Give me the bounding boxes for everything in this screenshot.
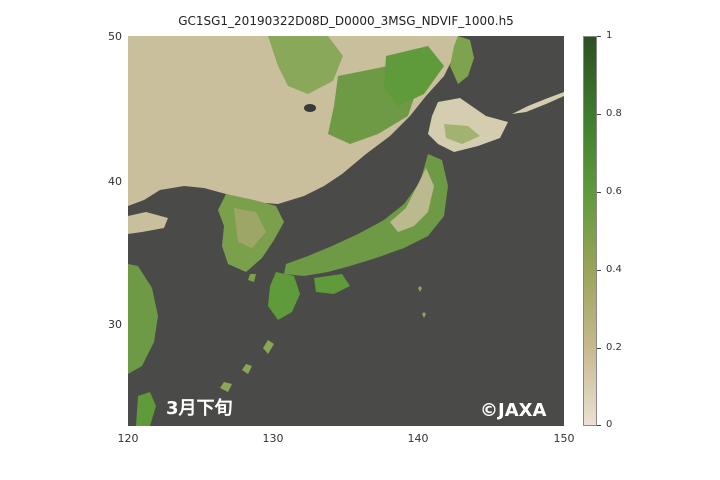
honshu [284, 154, 448, 276]
cb-tick-04: 0.4 [606, 264, 622, 275]
korea-dry [234, 208, 266, 248]
ryukyu-1 [263, 340, 274, 354]
cb-tick-06: 0.6 [606, 186, 622, 197]
cb-mark-08 [597, 114, 601, 115]
hokkaido-green [444, 124, 480, 144]
sakhalin [450, 36, 474, 84]
x-tick-130: 130 [262, 432, 284, 445]
ryukyu-3 [220, 382, 232, 392]
x-tick-140: 140 [407, 432, 429, 445]
cb-mark-04 [597, 270, 601, 271]
taiwan [136, 392, 156, 426]
izu-1 [418, 286, 422, 292]
cb-mark-1 [597, 36, 601, 37]
period-label: 3月下旬 [166, 398, 233, 419]
shikoku [314, 274, 350, 294]
cb-tick-08: 0.8 [606, 108, 622, 119]
copyright-label: ©JAXA [480, 400, 547, 421]
kyushu [268, 272, 300, 320]
cb-mark-06 [597, 192, 601, 193]
honshu-mountains [390, 168, 434, 232]
tsushima [248, 274, 256, 282]
cb-mark-02 [597, 348, 601, 349]
x-tick-150: 150 [553, 432, 575, 445]
izu-2 [422, 312, 426, 318]
x-tick-120: 120 [117, 432, 139, 445]
map-svg [128, 36, 564, 426]
cb-tick-0: 0 [606, 419, 613, 430]
y-tick-50: 50 [108, 30, 122, 43]
primorye-green [384, 46, 444, 106]
y-tick-40: 40 [108, 175, 122, 188]
ndvi-map [128, 36, 564, 426]
china-coast-south [128, 264, 158, 374]
greenbelt-north [268, 36, 343, 94]
cb-tick-02: 0.2 [606, 342, 622, 353]
cb-mark-0 [597, 425, 601, 426]
hokkaido [428, 98, 508, 152]
map-title: GC1SG1_20190322D08D_D0000_3MSG_NDVIF_100… [178, 14, 514, 28]
y-tick-30: 30 [108, 318, 122, 331]
cb-tick-1: 1 [606, 30, 613, 41]
ndvi-colorbar [583, 36, 597, 426]
shandong [128, 212, 168, 234]
ryukyu-2 [242, 364, 252, 374]
lake-khanka [304, 104, 316, 112]
kurils [512, 92, 564, 114]
